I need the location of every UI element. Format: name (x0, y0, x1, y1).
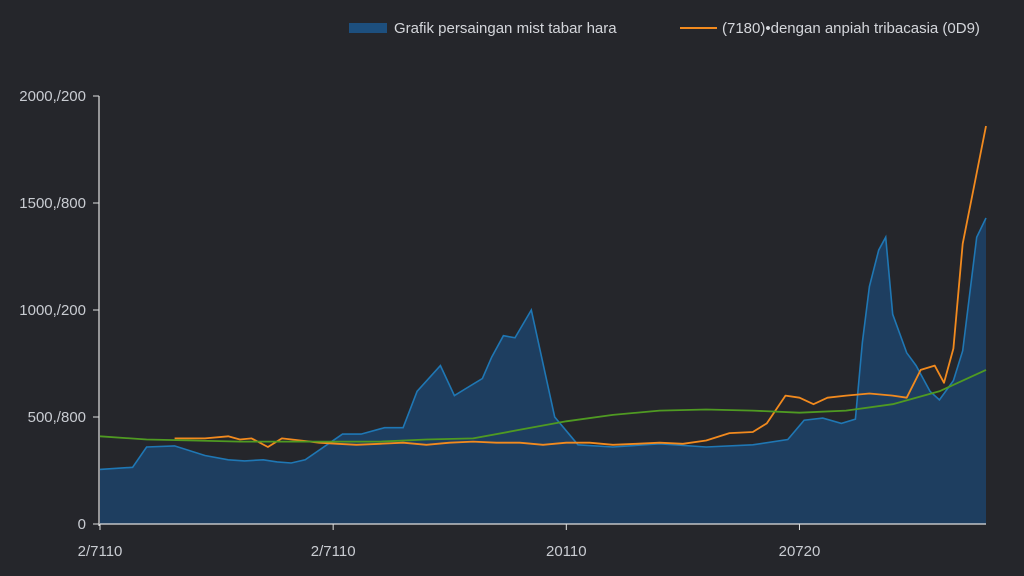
series-area-fill-0 (100, 218, 986, 524)
y-axis: 0 500,/800 1000,/200 1500,/800 2000,/200 (19, 88, 100, 533)
legend-swatch-area (349, 23, 387, 33)
x-axis: 2/7110 2/7110 20110 20720 (78, 523, 986, 560)
series-line-2 (99, 369, 987, 443)
legend: Grafik persaingan mist tabar hara (7180)… (349, 20, 980, 37)
y-tick-label: 0 (78, 516, 86, 533)
y-tick-label: 500,/800 (28, 409, 86, 426)
x-tick-label: 2/7110 (78, 543, 123, 560)
series-area-line-0 (99, 217, 987, 471)
y-tick-label: 1000,/200 (19, 302, 86, 319)
legend-label-area: Grafik persaingan mist tabar hara (394, 20, 617, 37)
x-tick-label: 20720 (779, 543, 821, 560)
plot-area (99, 125, 987, 524)
y-tick-label: 2000,/200 (19, 88, 86, 105)
y-tick-label: 1500,/800 (19, 195, 86, 212)
x-tick-label: 2/7110 (311, 543, 356, 560)
x-tick-label: 20110 (546, 543, 587, 560)
legend-label-line: (7180)•dengan anpiah tribacasia (0D9) (722, 20, 980, 37)
